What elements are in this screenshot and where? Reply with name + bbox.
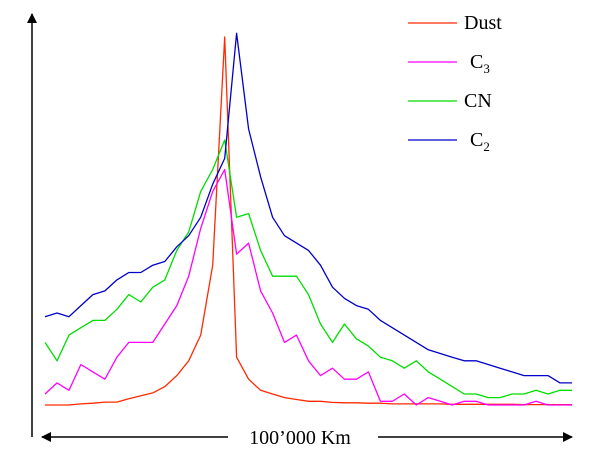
series-line-c3 [44,168,572,406]
legend-label-c2: C2 [470,129,490,154]
series-layer [44,32,572,406]
legend-label-c3: C3 [470,51,490,76]
legend-label-dust: Dust [464,12,502,34]
span-label: 100’000 Km [249,427,351,449]
legend: Dust C3 CN C2 [408,12,502,154]
series-line-dust [45,36,572,406]
legend-label-cn: CN [464,90,492,112]
series-line-cn [44,139,572,399]
series-line-c2 [44,32,572,384]
